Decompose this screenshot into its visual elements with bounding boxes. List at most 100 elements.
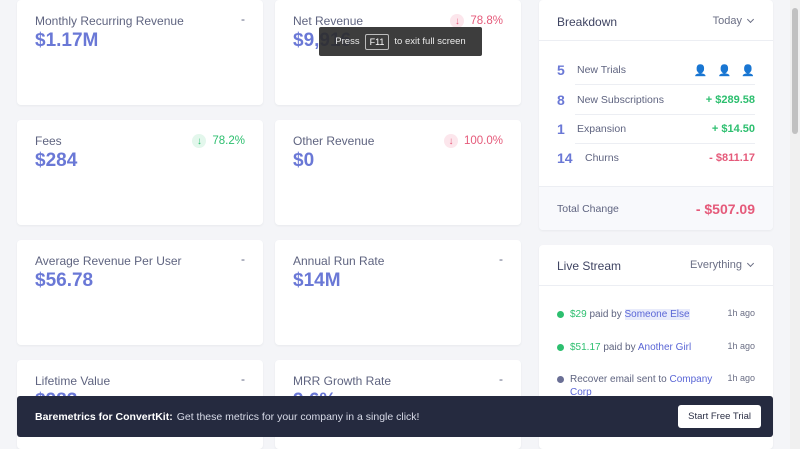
breakdown-label: New Trials [577,64,627,76]
metric-value: $0 [293,150,315,171]
breakdown-title: Breakdown [557,15,618,29]
divider [539,40,773,41]
metric-value: $1.17M [35,30,99,51]
toast-post: to exit full screen [394,36,466,47]
event-verb: paid by [589,309,622,320]
metric-change: - [241,372,245,386]
trial-avatars: 👤 👤 👤 [694,64,755,77]
breakdown-row-expansion[interactable]: 1 Expansion + $14.50 [557,116,755,142]
breakdown-count: 14 [557,150,573,166]
fullscreen-toast: Press F11 to exit full screen [319,27,482,56]
metric-change: - [241,12,245,26]
event-text: $29 paid by Someone Else [570,308,719,321]
toast-pre: Press [335,36,360,47]
breakdown-label: Churns [585,152,619,164]
breakdown-row-new-trials[interactable]: 5 New Trials 👤 👤 👤 [557,57,755,83]
event-text: Recover email sent to Company Corp [570,373,719,399]
total-change-label: Total Change [557,203,619,215]
avatar-icon: 👤 [717,64,732,77]
breakdown-total-row: Total Change - $507.09 [557,196,755,222]
arrow-down-icon: ↓ [443,134,458,148]
event-time: 1h ago [727,341,755,351]
metric-card-arpu[interactable]: Average Revenue Per User - $56.78 [17,240,263,345]
divider [539,186,773,187]
breakdown-row-churns[interactable]: 14 Churns - $811.17 [557,145,755,171]
avatar-icon: 👤 [693,64,708,77]
divider [575,84,755,85]
metric-card-other-revenue[interactable]: Other Revenue ↓ 100.0% $0 [275,120,521,225]
event-customer-link[interactable]: Another Girl [637,342,692,353]
metric-value: $284 [35,150,78,171]
promo-banner: Baremetrics for ConvertKit: Get these me… [17,396,773,437]
metric-label: Lifetime Value [35,374,111,388]
divider [575,143,755,144]
metric-change: - [499,372,503,386]
scrollbar[interactable] [790,0,800,449]
live-stream-title: Live Stream [557,259,622,273]
arrow-down-icon: ↓ [192,134,207,148]
metric-change: ↓ 78.2% [192,134,245,148]
banner-text: Get these metrics for your company in a … [176,410,420,423]
metric-change: - [241,252,245,266]
breakdown-count: 8 [557,92,565,108]
metric-label: Other Revenue [293,134,375,148]
arrow-down-icon: ↓ [450,14,465,28]
metric-label: Net Revenue [293,14,364,28]
metric-card-arr[interactable]: Annual Run Rate - $14M [275,240,521,345]
live-stream-event: $29 paid by Someone Else 1h ago [557,308,755,321]
total-change-footer [539,187,773,230]
metric-card-fees[interactable]: Fees ↓ 78.2% $284 [17,120,263,225]
breakdown-label: Expansion [577,123,627,135]
breakdown-amount: + $289.58 [705,94,755,106]
event-status-dot [557,311,564,318]
event-status-dot [557,376,564,383]
event-time: 1h ago [727,308,755,318]
metric-card-mrr[interactable]: Monthly Recurring Revenue - $1.17M [17,0,263,105]
start-free-trial-button[interactable]: Start Free Trial [678,405,761,428]
event-verb: paid by [603,342,636,353]
divider [539,285,773,286]
metric-change: ↓ 100.0% [443,134,503,148]
metric-change-value: 100.0% [463,135,503,147]
event-verb: Recover email sent to [570,374,667,385]
event-customer-link[interactable]: Company Corp [570,374,713,398]
divider [575,114,755,115]
live-stream-filter-label: Everything [690,259,742,271]
live-stream-event: $51.17 paid by Another Girl 1h ago [557,341,755,354]
avatar-icon: 👤 [741,64,755,77]
breakdown-period-dropdown[interactable]: Today [712,15,755,27]
chevron-down-icon [746,259,755,268]
event-text: $51.17 paid by Another Girl [570,341,719,354]
breakdown-row-new-subscriptions[interactable]: 8 New Subscriptions + $289.58 [557,87,755,113]
total-change-value: - $507.09 [695,201,755,217]
metric-value: $56.78 [35,270,94,291]
metric-change-value: 78.2% [212,135,245,147]
chevron-down-icon [746,15,755,24]
breakdown-count: 5 [557,62,565,78]
metric-change-value: 78.8% [470,15,503,27]
f11-key: F11 [364,33,390,50]
metric-change: - [499,252,503,266]
breakdown-count: 1 [557,121,565,137]
live-stream-filter-dropdown[interactable]: Everything [690,259,755,271]
breakdown-amount: + $14.50 [711,123,755,135]
breakdown-panel: Breakdown Today 5 New Trials 👤 👤 👤 8 New… [539,0,773,230]
live-stream-event: Recover email sent to Company Corp 1h ag… [557,373,755,399]
metric-label: Annual Run Rate [293,254,385,268]
banner-brand: Baremetrics for ConvertKit: [35,410,173,423]
event-customer-link[interactable]: Someone Else [624,309,690,320]
metric-value: $14M [293,270,341,291]
metric-label: Average Revenue Per User [35,254,182,268]
breakdown-amount: - $811.17 [709,152,755,164]
event-amount: $29 [570,309,587,320]
breakdown-label: New Subscriptions [577,94,664,106]
metric-label: Monthly Recurring Revenue [35,14,184,28]
metric-label: Fees [35,134,62,148]
breakdown-period-label: Today [712,15,742,27]
metric-label: MRR Growth Rate [293,374,392,388]
event-amount: $51.17 [570,342,601,353]
event-time: 1h ago [727,373,755,383]
scrollbar-thumb[interactable] [792,8,798,134]
event-status-dot [557,344,564,351]
metric-change: ↓ 78.8% [450,14,503,28]
